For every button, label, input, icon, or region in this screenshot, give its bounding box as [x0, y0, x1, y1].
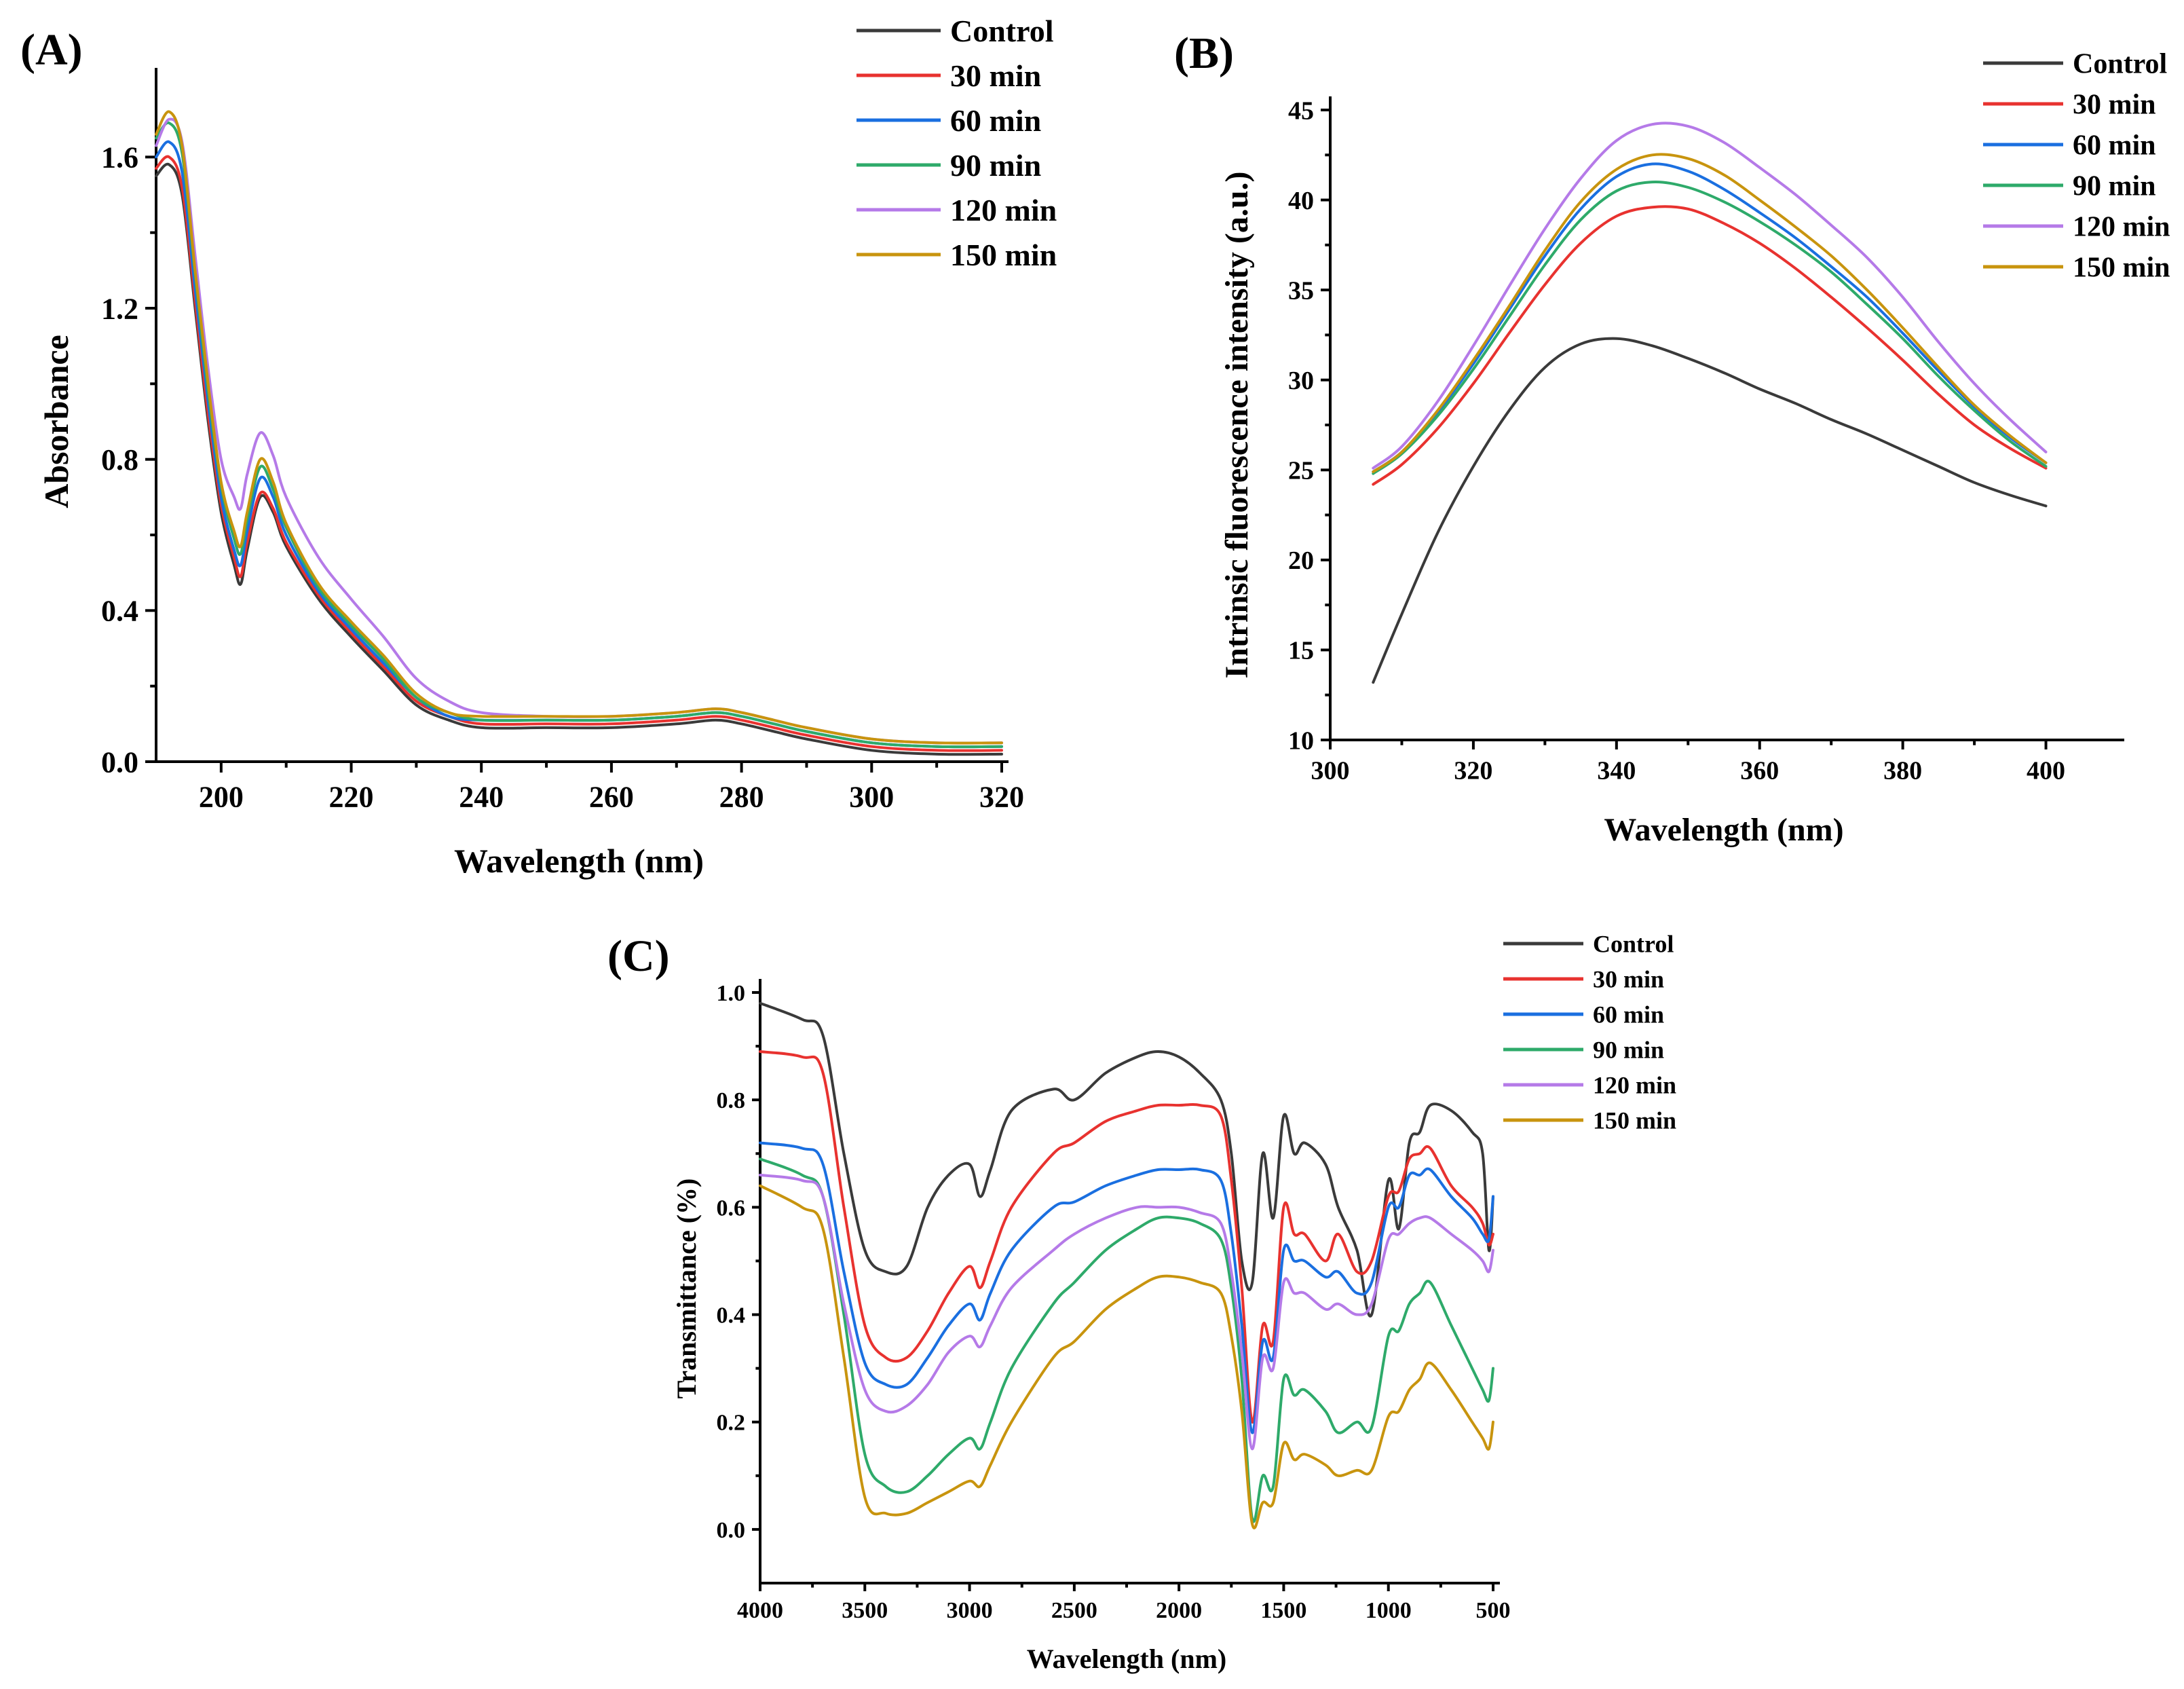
- series-line-30-min: [759, 1050, 1494, 1424]
- legend-label: 30 min: [950, 58, 1041, 93]
- x-tick-label: 1000: [1366, 1598, 1412, 1623]
- x-tick-label: 360: [1740, 757, 1779, 785]
- y-tick-label: 0.4: [717, 1303, 746, 1328]
- legend-label: 90 min: [1593, 1037, 1664, 1064]
- legend-label: 120 min: [950, 193, 1057, 227]
- legend-label: 60 min: [950, 103, 1041, 138]
- legend-label: Control: [2073, 49, 2167, 80]
- x-tick-label: 1500: [1260, 1598, 1306, 1623]
- series-line-control: [155, 162, 1003, 756]
- y-tick-label: 0.8: [717, 1088, 746, 1113]
- y-tick-label: 0.6: [717, 1195, 746, 1221]
- y-tick-label: 20: [1288, 546, 1314, 575]
- legend-label: 90 min: [2073, 171, 2156, 202]
- x-tick-label: 300: [849, 781, 894, 814]
- series-line-150-min: [759, 1184, 1494, 1529]
- series-line-150-min: [155, 110, 1003, 745]
- legend-label: 60 min: [2073, 130, 2156, 162]
- x-tick-label: 200: [199, 781, 244, 814]
- y-tick-label: 0.0: [717, 1518, 746, 1543]
- y-axis-title: Absorbance: [37, 335, 75, 508]
- x-tick-label: 320: [979, 781, 1024, 814]
- y-tick-label: 15: [1288, 637, 1314, 665]
- legend-label: 150 min: [1593, 1107, 1676, 1134]
- series-line-120-min: [759, 1173, 1494, 1451]
- y-tick-label: 1.6: [101, 141, 138, 174]
- legend-label: 120 min: [1593, 1072, 1676, 1099]
- series-line-120-min: [1372, 122, 2048, 470]
- legend-label: 120 min: [2073, 212, 2170, 243]
- y-tick-label: 0.8: [101, 443, 138, 477]
- legend-label: 150 min: [2073, 253, 2170, 284]
- legend-label: Control: [1593, 931, 1674, 958]
- x-axis-title: Wavelength (nm): [1604, 812, 1843, 848]
- legend-label: 30 min: [2073, 90, 2156, 121]
- series-line-90-min: [759, 1157, 1494, 1523]
- chart-panel-c: (C) 4000 3500 3000 2500 2000 1500 1000 500 0.0 0.2…: [607, 931, 1676, 1674]
- y-tick-label: 40: [1288, 187, 1314, 215]
- series-line-control: [1372, 337, 2048, 684]
- x-tick-label: 240: [459, 781, 504, 814]
- x-tick-label: 220: [329, 781, 374, 814]
- x-tick-label: 2000: [1156, 1598, 1202, 1623]
- y-tick-label: 1.2: [101, 292, 138, 325]
- y-tick-label: 35: [1288, 276, 1314, 305]
- x-axis-title: Wavelength (nm): [1027, 1644, 1226, 1674]
- legend-label: 150 min: [950, 238, 1057, 272]
- legend-label: 30 min: [1593, 966, 1664, 993]
- y-tick-label: 1.0: [717, 981, 746, 1006]
- y-tick-label: 25: [1288, 457, 1314, 485]
- x-tick-label: 340: [1597, 757, 1636, 785]
- x-tick-label: 400: [2027, 757, 2065, 785]
- series-line-30-min: [155, 155, 1003, 752]
- x-tick-label: 500: [1476, 1598, 1511, 1623]
- x-tick-label: 280: [719, 781, 764, 814]
- legend-label: 60 min: [1593, 1001, 1664, 1028]
- x-tick-label: 320: [1454, 757, 1492, 785]
- x-tick-label: 2500: [1051, 1598, 1097, 1623]
- series-line-30-min: [1372, 205, 2048, 486]
- y-tick-label: 0.4: [101, 595, 138, 628]
- y-axis-title: Intrinsic fluorescence intensity (a.u.): [1219, 171, 1255, 678]
- x-tick-label: 3500: [842, 1598, 888, 1623]
- chart-panel-a: (A) 200 220 240 260 280 300 320 0.0 0.4 0.8 1.2 1.6 W…: [20, 14, 1057, 880]
- series-line-60-min: [1372, 162, 2048, 473]
- series-line-90-min: [1372, 180, 2048, 475]
- series-line-control: [759, 1001, 1494, 1318]
- panel-label: (C): [607, 931, 670, 981]
- x-tick-label: 3000: [947, 1598, 993, 1623]
- y-tick-label: 45: [1288, 96, 1314, 125]
- legend-label: Control: [950, 14, 1054, 48]
- x-tick-label: 260: [589, 781, 634, 814]
- series-line-120-min: [155, 117, 1003, 745]
- x-tick-label: 380: [1883, 757, 1922, 785]
- panel-label: (A): [20, 25, 83, 75]
- y-tick-label: 0.2: [717, 1411, 746, 1436]
- x-tick-label: 4000: [737, 1598, 783, 1623]
- series-line-60-min: [759, 1141, 1494, 1434]
- y-axis-title: Transmittance (%): [671, 1178, 702, 1399]
- x-tick-label: 300: [1311, 757, 1350, 785]
- legend-label: 90 min: [950, 148, 1041, 183]
- y-tick-label: 30: [1288, 367, 1314, 395]
- series-line-90-min: [155, 121, 1003, 749]
- y-tick-label: 0.0: [101, 745, 138, 779]
- panel-label: (B): [1174, 29, 1234, 78]
- y-tick-label: 10: [1288, 726, 1314, 755]
- chart-panel-b: (B) 300 320 340 360 380 400 10 15 20 25 30 35 40 45 Wav…: [1174, 29, 2170, 848]
- series-line-150-min: [1372, 153, 2048, 473]
- series-line-60-min: [155, 140, 1003, 749]
- x-axis-title: Wavelength (nm): [454, 842, 704, 880]
